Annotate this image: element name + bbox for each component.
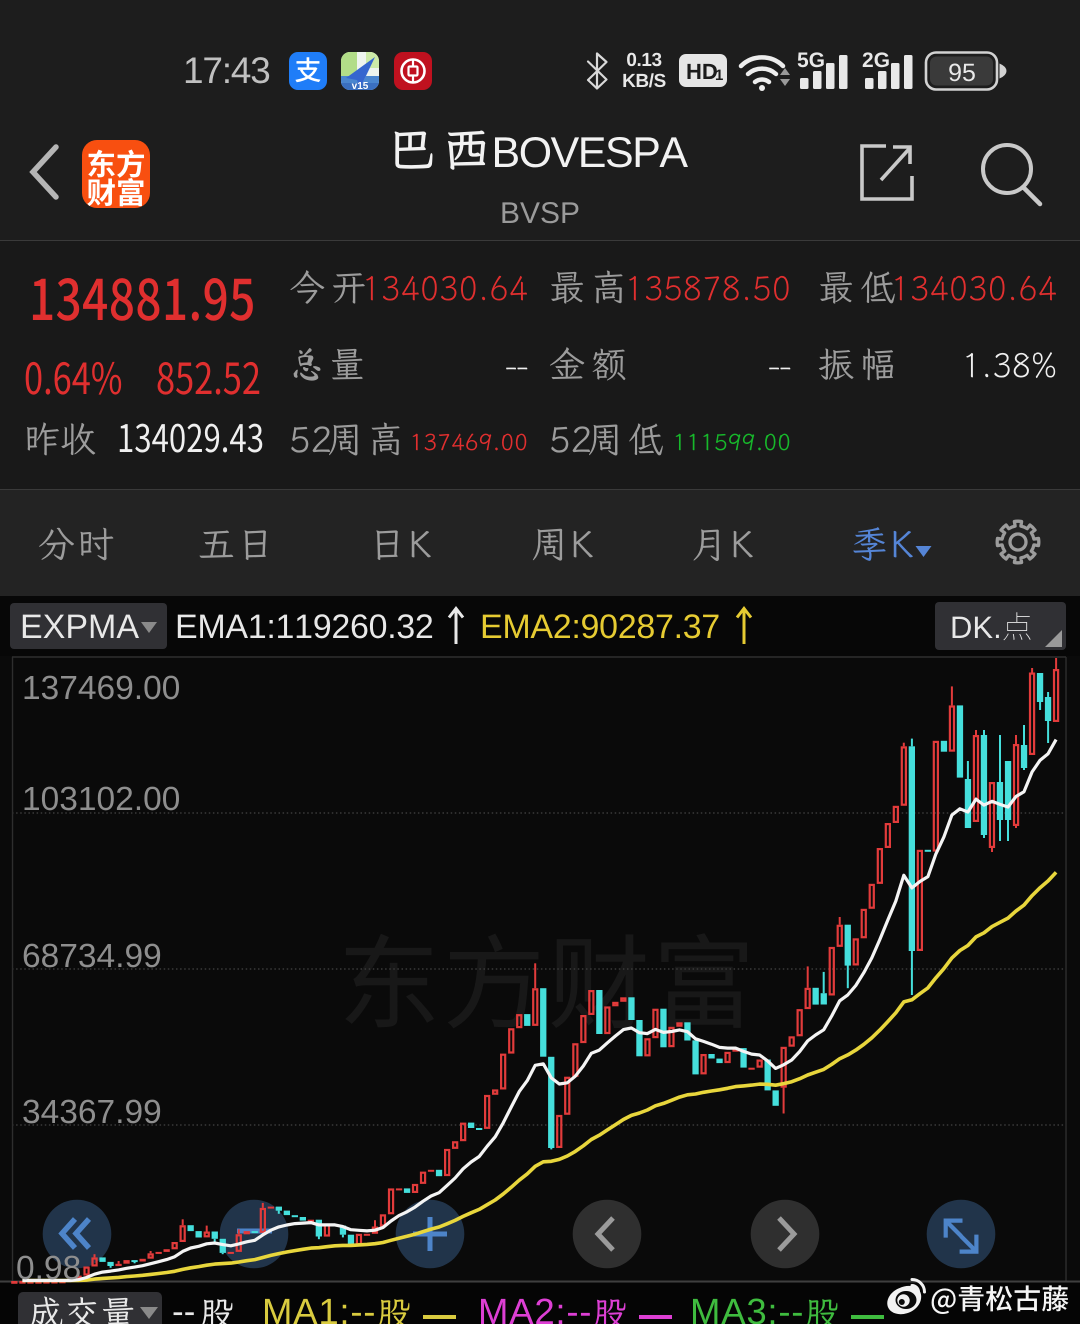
svg-text:v15: v15 xyxy=(352,81,369,92)
